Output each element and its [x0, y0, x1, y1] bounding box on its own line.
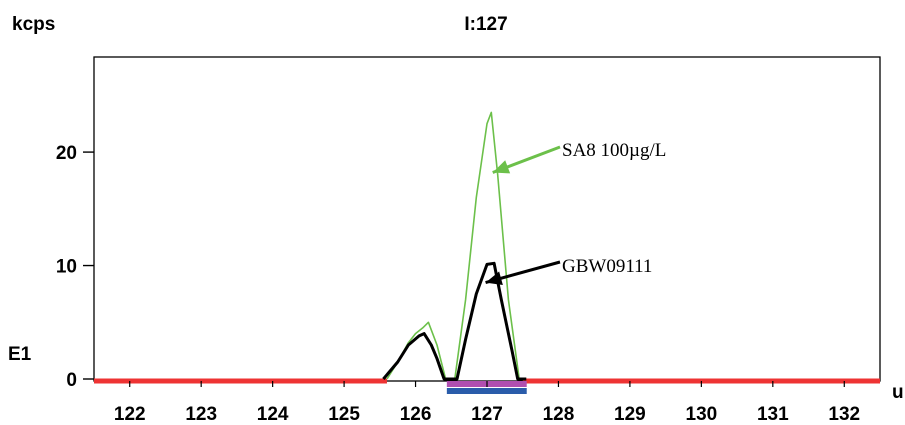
series-line — [386, 111, 520, 380]
x-tick-label: 126 — [400, 404, 432, 425]
annotation-arrow-head — [492, 160, 511, 174]
x-tick-label: 128 — [543, 404, 575, 425]
series-lines — [382, 111, 527, 381]
series-line — [382, 261, 527, 381]
x-tick-label: 123 — [185, 404, 217, 425]
x-tick-label: 127 — [471, 404, 503, 425]
y-unit-label: kcps — [12, 14, 55, 35]
annotations: SA8 100µg/L GBW09111 — [485, 140, 666, 286]
x-axis: 122 123 124 125 126 127 128 129 130 131 132 — [114, 381, 860, 425]
annotation-label: SA8 100µg/L — [562, 140, 666, 161]
integration-bar — [446, 388, 527, 394]
x-tick-label: 131 — [757, 404, 789, 425]
y-tick-label: 0 — [66, 370, 77, 391]
x-tick-label: 129 — [614, 404, 646, 425]
x-unit-label: u — [892, 382, 904, 403]
y-tick-label: 20 — [56, 143, 77, 164]
annotation-label: GBW09111 — [562, 256, 652, 277]
x-tick-label: 132 — [828, 404, 860, 425]
x-tick-label: 130 — [686, 404, 718, 425]
x-tick-label: 124 — [257, 404, 289, 425]
x-tick-label: 125 — [328, 404, 360, 425]
plot-frame — [93, 56, 881, 382]
chart-title: I:127 — [464, 14, 507, 35]
y-tick-label: 10 — [56, 257, 77, 278]
side-label: E1 — [8, 344, 32, 365]
y-axis: 0 10 20 — [56, 143, 94, 391]
annotation-arrow-head — [485, 271, 503, 286]
x-tick-label: 122 — [114, 404, 146, 425]
